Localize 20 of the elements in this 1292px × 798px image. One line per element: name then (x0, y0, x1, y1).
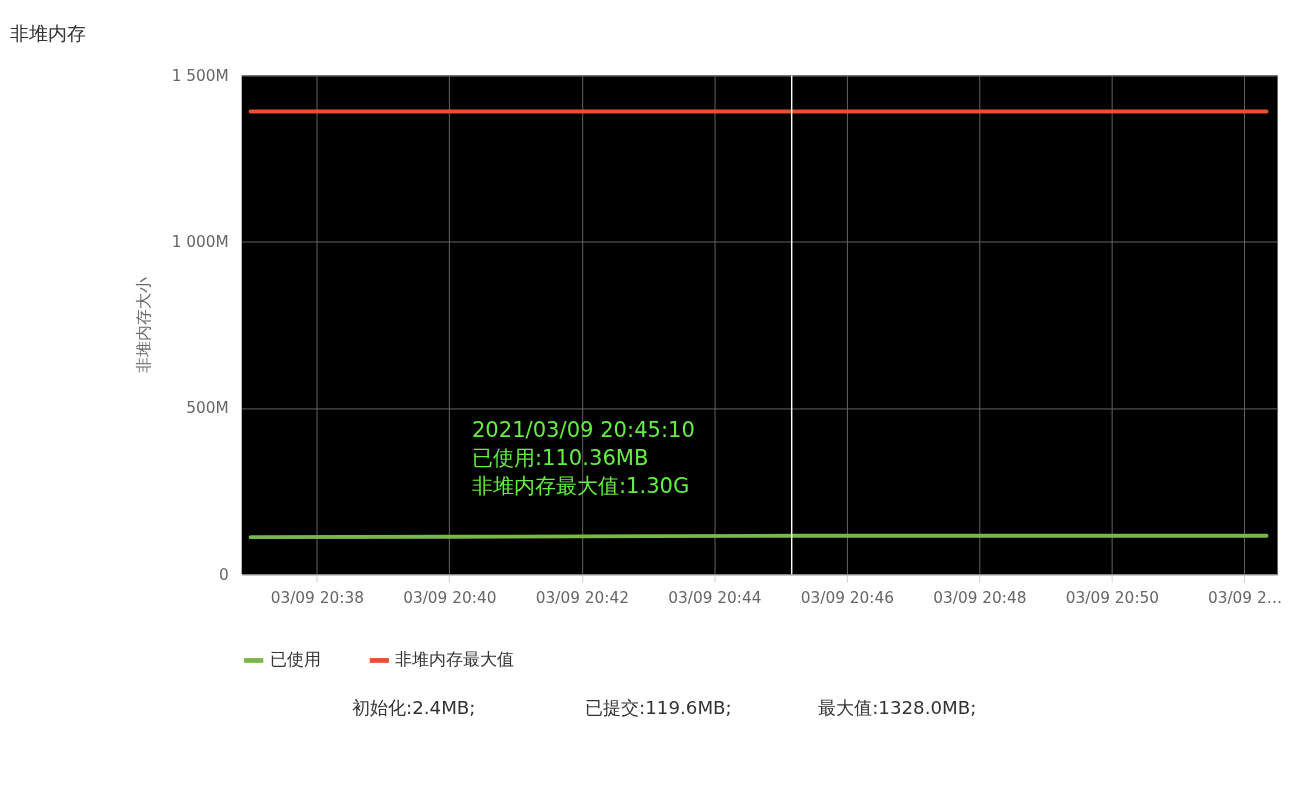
text: 最大值:1328.0MB; (818, 697, 977, 719)
x-tick-label: 03/09 20:44 (668, 588, 762, 607)
x-tick-label: 03/09 20:48 (933, 588, 1027, 607)
x-tick-label: 03/09 20:42 (535, 588, 629, 607)
x-tick-label: 03/09 20:40 (403, 588, 497, 607)
x-tick-label: 03/09 20:46 (800, 588, 894, 607)
legend-label: 已使用 (269, 649, 321, 670)
x-tick-label: 03/09 2… (1207, 588, 1283, 607)
x-tick-label: 03/09 20:38 (270, 588, 364, 607)
x-tick-label: 03/09 20:50 (1065, 588, 1160, 607)
text: 初始化:2.4MB; (352, 697, 476, 719)
text: 已提交:119.6MB; (585, 697, 732, 719)
annotation: 2021/03/09 20:45:10 已使用:110.36MB 非堆内存最大值:1.30G (471, 417, 695, 498)
legend-label: 非堆内存最大值 (395, 649, 515, 670)
y-axis-title: 非堆内存大小 (133, 277, 153, 374)
y-tick-label: 1 500M (171, 66, 229, 85)
y-tick-label: 0 (219, 565, 229, 584)
text: 非堆内存 (9, 22, 86, 46)
y-tick-label: 1 000M (171, 233, 229, 252)
y-tick-label: 500M (186, 399, 229, 418)
